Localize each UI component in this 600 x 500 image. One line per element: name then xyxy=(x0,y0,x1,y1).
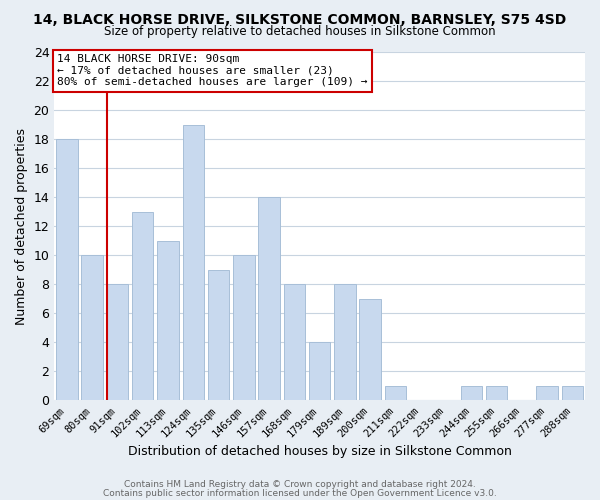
Bar xyxy=(385,386,406,400)
Bar xyxy=(208,270,229,400)
Text: 14 BLACK HORSE DRIVE: 90sqm
← 17% of detached houses are smaller (23)
80% of sem: 14 BLACK HORSE DRIVE: 90sqm ← 17% of det… xyxy=(57,54,367,88)
Bar xyxy=(359,299,381,400)
Bar xyxy=(461,386,482,400)
Bar xyxy=(284,284,305,401)
Bar xyxy=(309,342,331,400)
Text: Size of property relative to detached houses in Silkstone Common: Size of property relative to detached ho… xyxy=(104,25,496,38)
Text: 14, BLACK HORSE DRIVE, SILKSTONE COMMON, BARNSLEY, S75 4SD: 14, BLACK HORSE DRIVE, SILKSTONE COMMON,… xyxy=(34,12,566,26)
Bar xyxy=(334,284,356,401)
Bar xyxy=(56,140,77,400)
Bar xyxy=(132,212,154,400)
Text: Contains public sector information licensed under the Open Government Licence v3: Contains public sector information licen… xyxy=(103,488,497,498)
Bar xyxy=(157,241,179,400)
Bar xyxy=(82,256,103,400)
Y-axis label: Number of detached properties: Number of detached properties xyxy=(15,128,28,325)
Bar xyxy=(182,125,204,400)
Bar xyxy=(536,386,558,400)
Bar xyxy=(562,386,583,400)
Bar xyxy=(486,386,507,400)
Bar xyxy=(107,284,128,401)
Bar xyxy=(233,256,254,400)
Text: Contains HM Land Registry data © Crown copyright and database right 2024.: Contains HM Land Registry data © Crown c… xyxy=(124,480,476,489)
X-axis label: Distribution of detached houses by size in Silkstone Common: Distribution of detached houses by size … xyxy=(128,444,512,458)
Bar xyxy=(259,198,280,400)
